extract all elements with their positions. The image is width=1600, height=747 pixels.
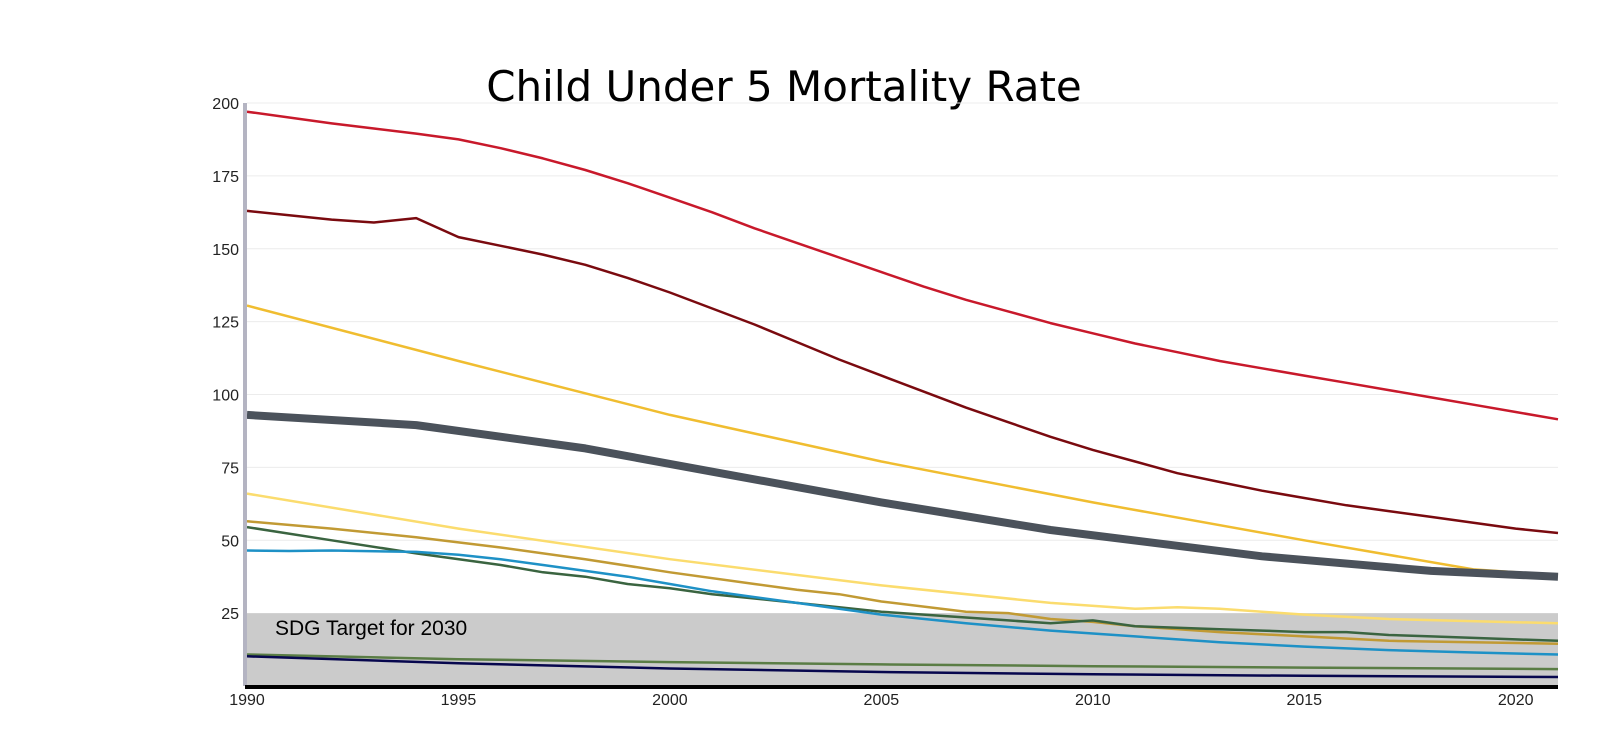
x-tick-label: 2015 — [1286, 692, 1322, 709]
y-tick-label: 150 — [212, 242, 239, 259]
x-tick-label: 2020 — [1498, 692, 1534, 709]
series-line-3 — [246, 304, 1559, 577]
x-tick-label: 2005 — [864, 692, 900, 709]
sdg-target-band — [247, 613, 1558, 686]
y-tick-label: 125 — [212, 315, 239, 332]
y-tick-label: 175 — [212, 169, 239, 186]
y-tick-label: 100 — [212, 388, 239, 405]
series-line-4 — [246, 410, 1559, 581]
series-line-6 — [246, 520, 1559, 645]
series-lines — [246, 110, 1559, 679]
x-tick-label: 2000 — [652, 692, 688, 709]
series-line-8 — [246, 549, 1559, 656]
y-tick-label: 75 — [221, 460, 239, 477]
x-tick-label: 1990 — [229, 692, 265, 709]
y-tick-label: 200 — [212, 96, 239, 113]
y-tick-label: 25 — [221, 606, 239, 623]
series-line-7 — [246, 525, 1559, 643]
x-tick-label: 1995 — [441, 692, 477, 709]
sdg-target-label: SDG Target for 2030 — [275, 617, 467, 640]
series-line-10 — [246, 655, 1559, 679]
y-tick-label: 50 — [221, 533, 239, 550]
x-tick-label: 2010 — [1075, 692, 1111, 709]
series-line-9 — [246, 653, 1559, 671]
series-line-1 — [246, 110, 1559, 421]
series-line-5 — [246, 492, 1559, 625]
gridlines — [247, 102, 1558, 541]
target-band-layer: SDG Target for 2030 — [247, 613, 1558, 686]
tick-labels: 25 50 75 100 125 150 175 200 1990 1995 2000 2005 201… — [212, 96, 1533, 709]
axes — [243, 103, 1558, 689]
series-line-2 — [246, 209, 1559, 535]
